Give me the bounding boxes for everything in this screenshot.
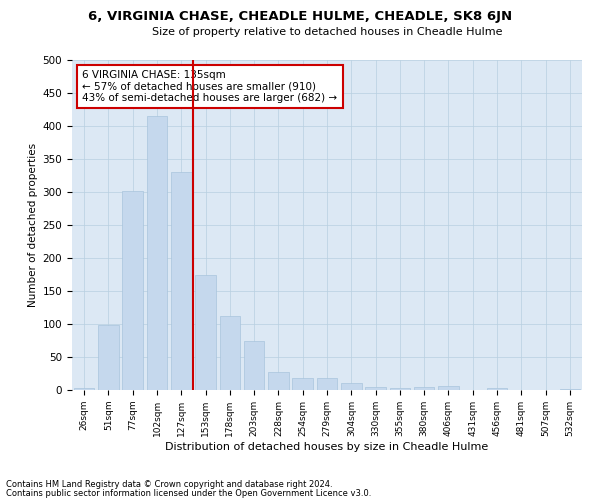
Bar — [560, 388, 580, 390]
Bar — [195, 274, 216, 390]
Bar — [317, 378, 337, 390]
Bar — [98, 324, 119, 390]
Text: 6, VIRGINIA CHASE, CHEADLE HULME, CHEADLE, SK8 6JN: 6, VIRGINIA CHASE, CHEADLE HULME, CHEADL… — [88, 10, 512, 23]
Bar — [122, 192, 143, 390]
Bar — [292, 378, 313, 390]
Bar — [389, 388, 410, 390]
Bar — [365, 386, 386, 390]
Bar — [146, 116, 167, 390]
Bar — [74, 388, 94, 390]
X-axis label: Distribution of detached houses by size in Cheadle Hulme: Distribution of detached houses by size … — [166, 442, 488, 452]
Y-axis label: Number of detached properties: Number of detached properties — [28, 143, 38, 307]
Text: 6 VIRGINIA CHASE: 135sqm
← 57% of detached houses are smaller (910)
43% of semi-: 6 VIRGINIA CHASE: 135sqm ← 57% of detach… — [82, 70, 337, 103]
Bar — [171, 172, 191, 390]
Bar — [244, 340, 265, 390]
Bar — [341, 384, 362, 390]
Bar — [414, 388, 434, 390]
Text: Contains HM Land Registry data © Crown copyright and database right 2024.: Contains HM Land Registry data © Crown c… — [6, 480, 332, 489]
Bar — [268, 372, 289, 390]
Title: Size of property relative to detached houses in Cheadle Hulme: Size of property relative to detached ho… — [152, 27, 502, 37]
Bar — [438, 386, 459, 390]
Text: Contains public sector information licensed under the Open Government Licence v3: Contains public sector information licen… — [6, 488, 371, 498]
Bar — [220, 316, 240, 390]
Bar — [487, 388, 508, 390]
